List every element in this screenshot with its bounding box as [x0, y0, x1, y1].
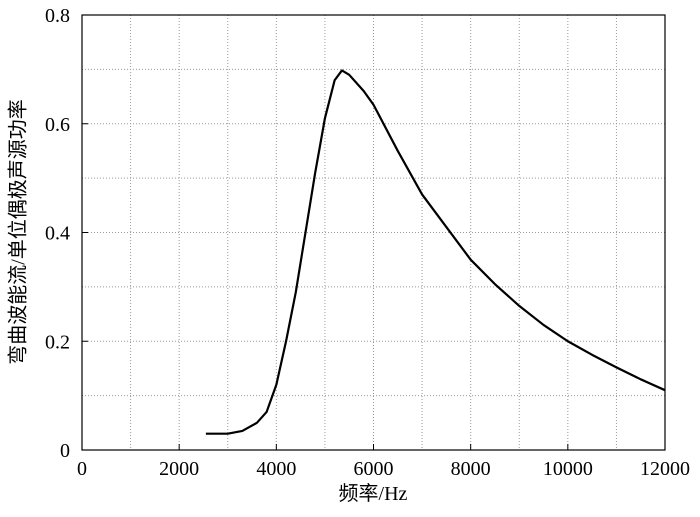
y-tick-label: 0.2: [45, 331, 70, 353]
x-tick-label: 0: [77, 458, 87, 480]
y-tick-label: 0.6: [45, 114, 70, 136]
x-tick-label: 2000: [159, 458, 199, 480]
x-tick-label: 4000: [256, 458, 296, 480]
plot-frame: [81, 14, 666, 451]
x-tick-label: 8000: [451, 458, 491, 480]
y-axis-label: 弯曲波能流/单位偶极声源功率: [7, 99, 30, 365]
x-tick-label: 12000: [640, 458, 690, 480]
y-tick-label: 0.4: [45, 223, 70, 245]
x-axis-label: 频率/Hz: [339, 482, 408, 505]
y-tick-label: 0: [60, 440, 70, 462]
y-tick-label: 0.8: [45, 5, 70, 27]
line-series: [205, 69, 666, 435]
x-tick-label: 6000: [354, 458, 394, 480]
x-tick-label: 10000: [543, 458, 593, 480]
